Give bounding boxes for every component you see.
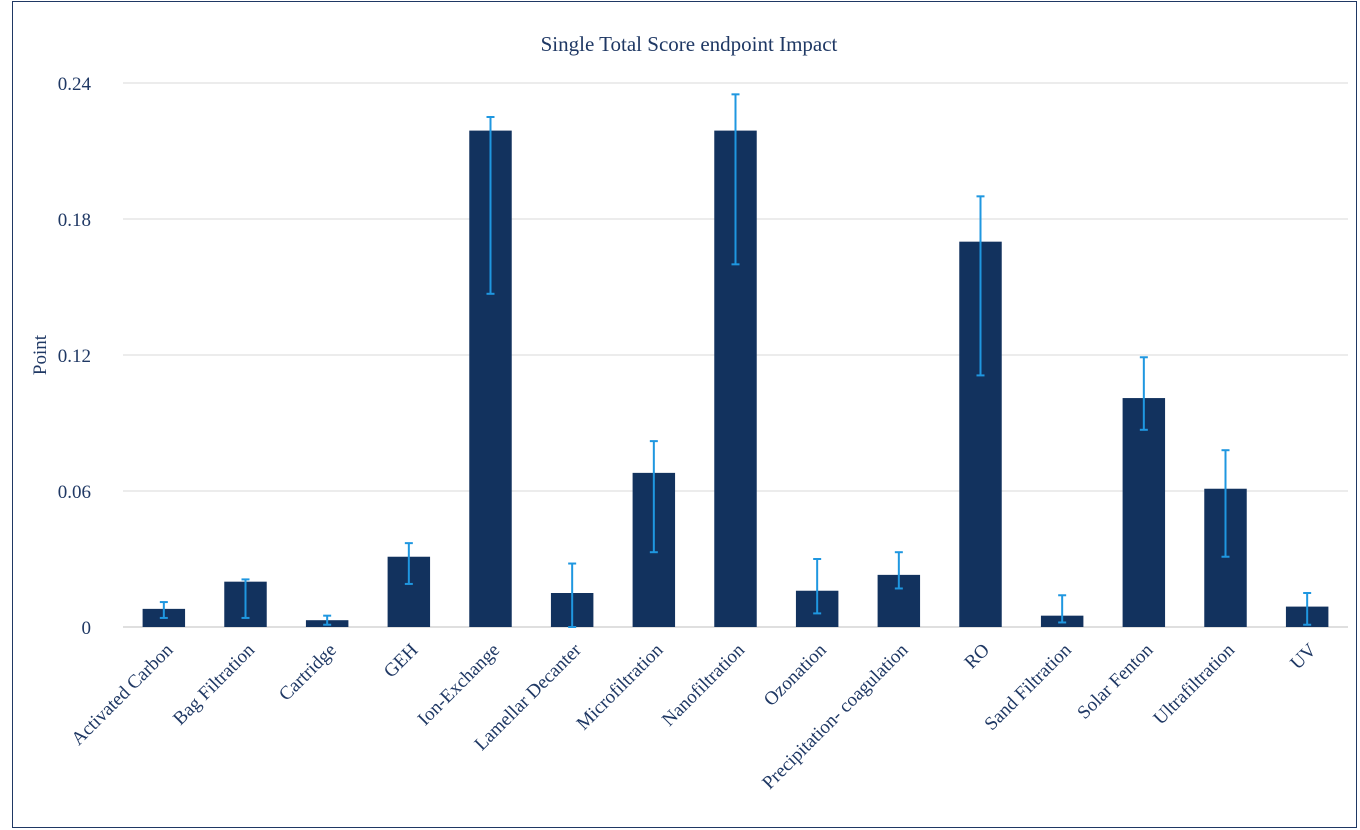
y-tick-label: 0.12 [58,346,91,367]
error-bar [1139,356,1148,431]
error-bar [1303,592,1312,626]
x-tick-label: Ion-Exchange [414,640,504,730]
error-bar [241,578,250,619]
error-bar [323,614,332,626]
error-bar [159,601,168,619]
y-tick-label: 0.24 [58,74,92,95]
x-tick-label: Sand Filtration [981,639,1076,734]
chart-frame: Single Total Score endpoint Impact Point… [12,1,1357,828]
x-tick-label: Activated Carbon [67,639,177,749]
x-tick-label: Ultrafiltration [1150,639,1240,729]
x-tick-label: Microfiltration [573,639,668,734]
x-tick-label: Ozonation [760,639,831,710]
error-bar [649,440,658,554]
y-tick-label: 0 [82,618,92,639]
y-tick-labels: 0 0.06 0.12 0.18 0.24 [58,74,92,639]
x-tick-label: UV [1286,639,1320,673]
x-tick-label: Cartridge [275,640,341,706]
error-bars [159,93,1312,628]
x-tick-label: RO [961,640,995,674]
error-bar [1058,594,1067,624]
bar-chart: Single Total Score endpoint Impact Point… [30,32,1348,794]
y-axis-label: Point [30,334,51,375]
x-tick-label: Precipitation- coagulation [758,639,912,793]
error-bar [1221,449,1230,558]
error-bar [731,93,740,266]
error-bar [813,558,822,615]
x-tick-label: Solar Fenton [1073,639,1157,723]
x-tick-label: Nanofiltration [658,639,749,730]
bar [1122,398,1166,627]
y-tick-label: 0.06 [58,482,91,503]
y-tick-label: 0.18 [58,210,91,231]
error-bar [486,116,495,295]
x-tick-label: Bag Filtration [169,639,259,729]
error-bar [976,195,985,377]
error-bar [404,542,413,585]
chart-title: Single Total Score endpoint Impact [541,32,838,56]
x-tick-label: GEH [380,639,423,682]
error-bar [894,551,903,590]
error-bar [568,562,577,628]
